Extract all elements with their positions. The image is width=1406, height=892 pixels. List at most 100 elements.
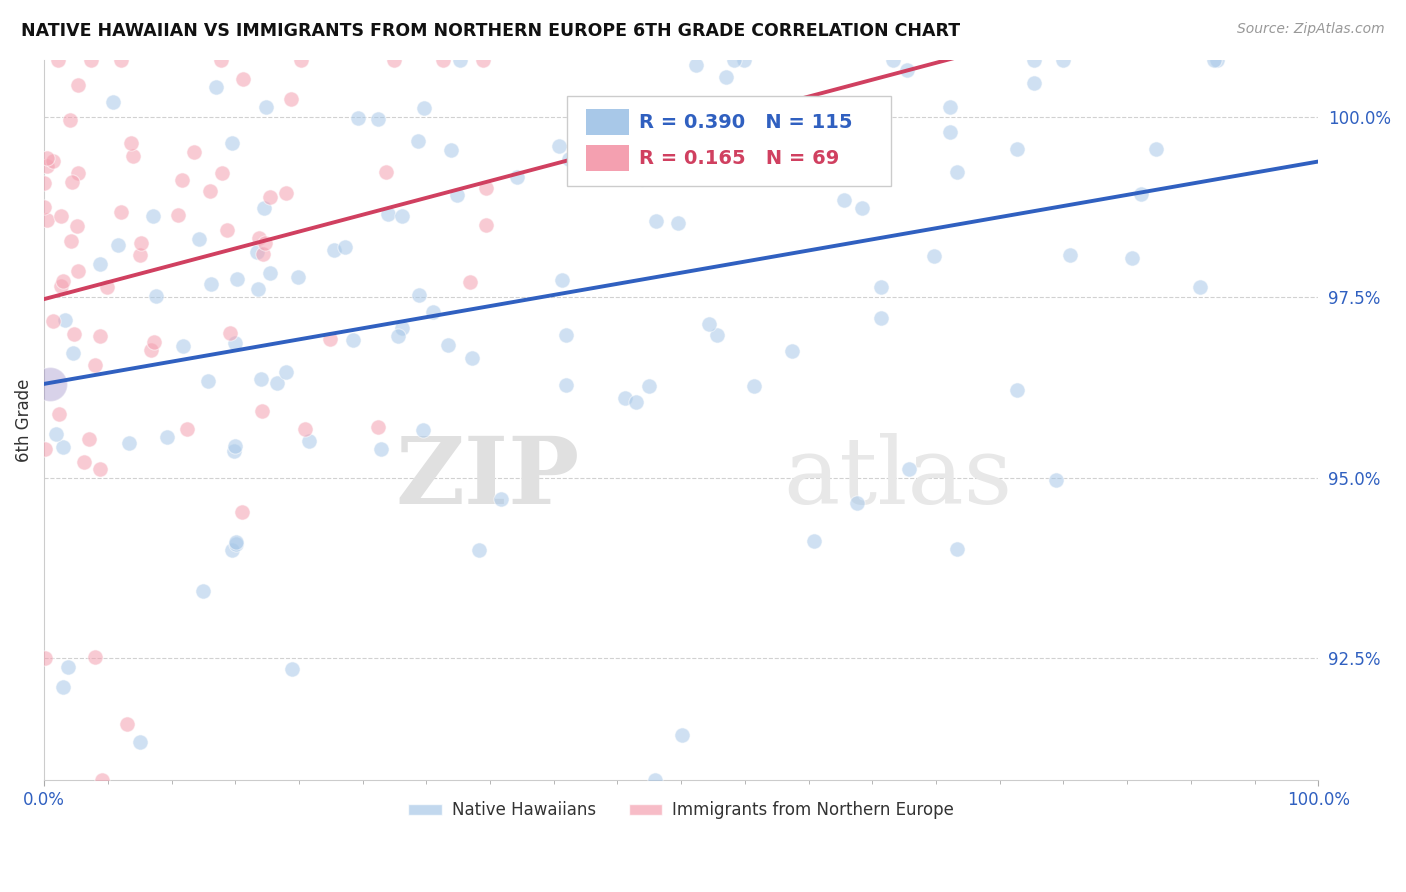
- Point: [145, 288, 167, 302]
- Point: [59, 234, 82, 248]
- Point: [225, 272, 247, 286]
- Point: [62, 345, 84, 359]
- Point: [290, 53, 312, 67]
- Point: [1144, 142, 1167, 156]
- Point: [845, 162, 868, 177]
- Point: [222, 444, 245, 458]
- Point: [946, 542, 969, 557]
- Point: [367, 419, 389, 434]
- Point: [554, 378, 576, 392]
- Point: [869, 280, 891, 294]
- Point: [129, 236, 152, 251]
- Point: [1024, 76, 1046, 90]
- Point: [506, 170, 529, 185]
- Point: [1205, 53, 1227, 67]
- Point: [66, 263, 89, 277]
- Point: [170, 173, 193, 187]
- Point: [246, 281, 269, 295]
- Point: [458, 275, 481, 289]
- Point: [446, 188, 468, 202]
- Point: [744, 378, 766, 392]
- Point: [370, 442, 392, 457]
- Point: [832, 193, 855, 207]
- Point: [120, 136, 142, 150]
- Point: [246, 245, 269, 260]
- Point: [322, 243, 344, 257]
- Point: [51, 680, 73, 694]
- Point: [882, 53, 904, 67]
- Point: [851, 201, 873, 215]
- Point: [1121, 251, 1143, 265]
- Point: [551, 273, 574, 287]
- Point: [408, 287, 430, 301]
- Point: [449, 53, 471, 67]
- Point: [252, 404, 274, 418]
- Point: [118, 436, 141, 450]
- Point: [89, 257, 111, 271]
- Point: [225, 537, 247, 551]
- Point: [898, 462, 921, 476]
- Point: [294, 422, 316, 436]
- Point: [51, 209, 73, 223]
- Point: [193, 583, 215, 598]
- Point: [110, 205, 132, 219]
- Point: [221, 542, 243, 557]
- Point: [215, 222, 238, 236]
- Point: [298, 434, 321, 448]
- Point: [845, 496, 868, 510]
- Point: [922, 249, 945, 263]
- Point: [391, 210, 413, 224]
- Point: [129, 735, 152, 749]
- Point: [347, 111, 370, 125]
- Point: [48, 407, 70, 421]
- Point: [66, 219, 89, 233]
- Point: [375, 165, 398, 179]
- Point: [1024, 53, 1046, 67]
- Point: [221, 136, 243, 151]
- Point: [266, 376, 288, 391]
- FancyBboxPatch shape: [586, 145, 628, 171]
- Point: [472, 53, 495, 67]
- Point: [101, 95, 124, 109]
- Point: [614, 151, 637, 165]
- Point: [45, 427, 67, 442]
- Point: [654, 156, 676, 170]
- Point: [342, 333, 364, 347]
- Point: [166, 208, 188, 222]
- Point: [32, 200, 55, 214]
- Point: [121, 148, 143, 162]
- Point: [1005, 142, 1028, 156]
- Point: [60, 175, 83, 189]
- Point: [1052, 53, 1074, 67]
- Point: [224, 335, 246, 350]
- Point: [830, 168, 852, 182]
- Point: [644, 773, 666, 788]
- Point: [280, 92, 302, 106]
- Point: [436, 338, 458, 352]
- Point: [671, 728, 693, 742]
- Point: [274, 365, 297, 379]
- Point: [938, 125, 960, 139]
- Point: [387, 329, 409, 343]
- Point: [706, 327, 728, 342]
- Point: [252, 246, 274, 260]
- Point: [637, 379, 659, 393]
- Point: [211, 167, 233, 181]
- Point: [250, 372, 273, 386]
- Point: [142, 210, 165, 224]
- Point: [412, 423, 434, 437]
- Point: [319, 332, 342, 346]
- Point: [96, 280, 118, 294]
- Point: [39, 376, 62, 391]
- Text: R = 0.390   N = 115: R = 0.390 N = 115: [640, 112, 852, 132]
- Point: [129, 247, 152, 261]
- Point: [468, 542, 491, 557]
- Point: [780, 343, 803, 358]
- Point: [489, 492, 512, 507]
- Point: [188, 232, 211, 246]
- Point: [197, 374, 219, 388]
- Point: [946, 165, 969, 179]
- Point: [49, 278, 72, 293]
- Point: [37, 159, 59, 173]
- Point: [1204, 53, 1226, 67]
